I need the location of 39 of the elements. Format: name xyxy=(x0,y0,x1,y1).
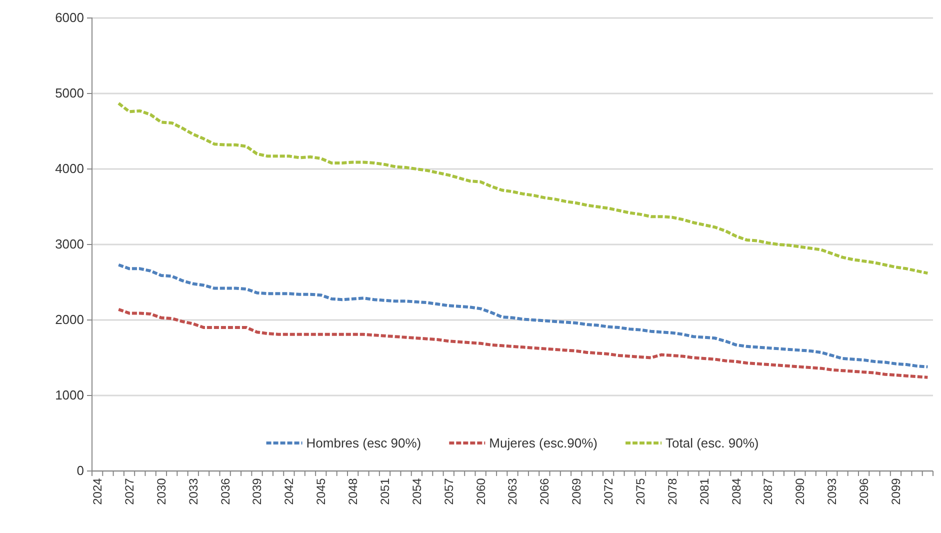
x-tick-label: 2036 xyxy=(218,478,232,505)
x-tick-label: 2051 xyxy=(378,478,392,505)
x-tick-label: 2033 xyxy=(186,478,200,505)
x-tick-label: 2030 xyxy=(154,478,168,505)
line-series xyxy=(117,263,930,368)
x-tick-label: 2042 xyxy=(282,478,296,505)
legend-label: Mujeres (esc.90%) xyxy=(489,436,598,450)
x-tick-label: 2096 xyxy=(857,478,872,505)
line-series xyxy=(117,102,930,275)
legend-label: Total (esc. 90%) xyxy=(666,436,759,450)
x-tick-label: 2048 xyxy=(346,478,360,505)
x-tick-label: 2024 xyxy=(90,478,105,505)
line-series xyxy=(117,308,930,379)
x-tick-label: 2045 xyxy=(314,478,328,505)
x-tick-label: 2087 xyxy=(761,478,776,505)
x-tick-label: 2057 xyxy=(442,478,456,505)
x-tick-label: 2093 xyxy=(825,478,840,505)
x-tick-label: 2027 xyxy=(122,478,136,505)
x-tick-label: 2072 xyxy=(602,478,616,505)
y-tick-label: 2000 xyxy=(55,312,84,328)
x-tick-label: 2063 xyxy=(506,478,520,505)
y-tick-label: 6000 xyxy=(55,10,84,26)
x-tick-label: 2069 xyxy=(570,478,584,505)
x-tick-label: 2081 xyxy=(697,478,712,505)
x-tick-label: 2078 xyxy=(665,478,680,505)
y-tick-label: 4000 xyxy=(55,161,84,176)
y-tick-label: 1000 xyxy=(55,388,84,403)
y-tick-label: 3000 xyxy=(55,236,84,252)
x-tick-label: 2099 xyxy=(888,478,903,505)
x-tick-label: 2084 xyxy=(729,478,744,505)
x-tick-label: 2054 xyxy=(410,478,424,505)
x-tick-label: 2075 xyxy=(633,478,648,505)
x-tick-label: 2066 xyxy=(538,478,552,505)
y-tick-label: 0 xyxy=(76,463,84,478)
x-tick-label: 2060 xyxy=(474,478,488,505)
x-tick-label: 2039 xyxy=(250,478,264,505)
x-tick-label: 2090 xyxy=(793,478,808,505)
legend-label: Hombres (esc 90%) xyxy=(306,436,422,450)
y-tick-label: 5000 xyxy=(55,86,84,101)
